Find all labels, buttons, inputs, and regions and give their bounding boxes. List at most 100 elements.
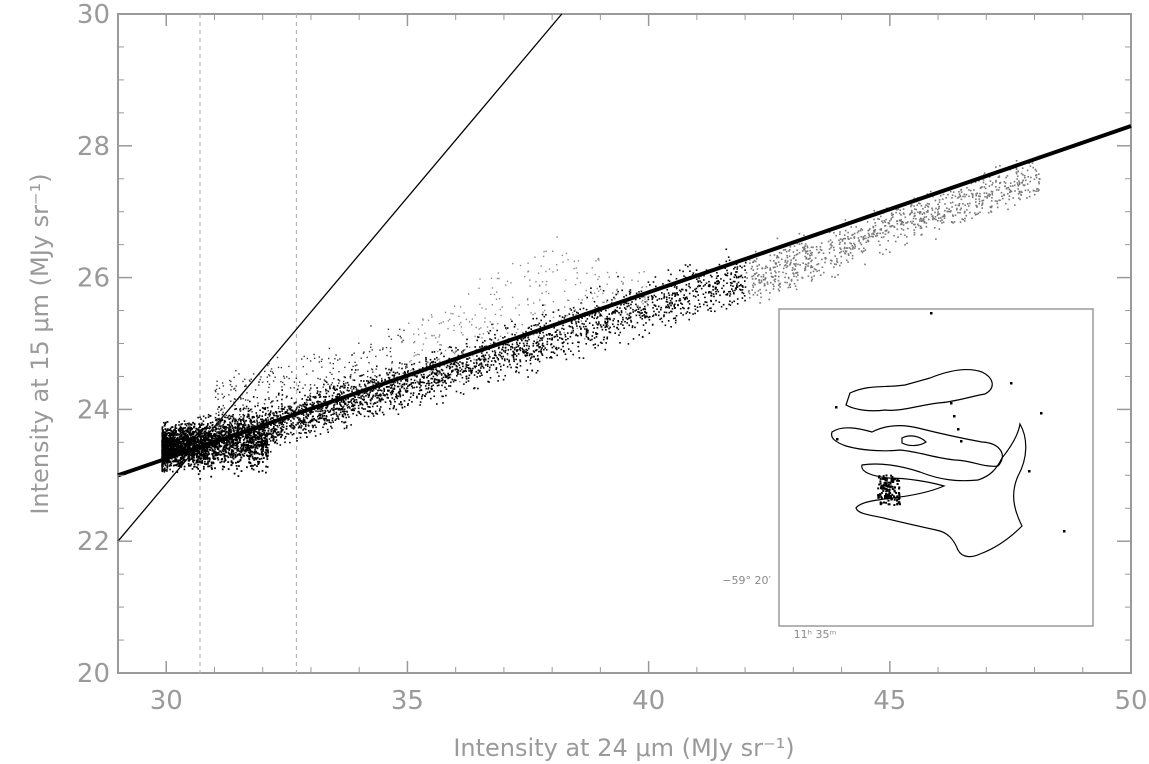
scatter-point	[167, 428, 169, 430]
scatter-point	[257, 432, 259, 435]
scatter-point	[480, 352, 483, 354]
scatter-point	[529, 353, 531, 355]
scatter-point	[976, 192, 978, 195]
scatter-point	[543, 348, 545, 351]
scatter-point	[303, 427, 306, 430]
scatter-point	[558, 315, 561, 317]
scatter-point	[639, 306, 641, 309]
scatter-point	[304, 406, 306, 408]
scatter-point	[249, 455, 251, 458]
scatter-point	[927, 209, 929, 212]
scatter-point	[722, 284, 725, 287]
scatter-point	[516, 363, 519, 365]
scatter-point	[309, 419, 312, 422]
scatter-point	[210, 444, 213, 447]
scatter-point	[175, 449, 177, 451]
scatter-point	[847, 236, 849, 238]
scatter-point	[300, 427, 302, 429]
scatter-point	[714, 282, 716, 285]
scatter-point	[499, 354, 502, 357]
scatter-point	[741, 266, 743, 269]
scatter-point	[416, 376, 418, 378]
scatter-point	[533, 355, 535, 358]
scatter-point	[214, 443, 217, 445]
scatter-point	[399, 395, 402, 398]
scatter-point	[525, 360, 527, 362]
scatter-point	[301, 398, 303, 400]
scatter-point	[884, 233, 887, 235]
scatter-point	[720, 305, 723, 308]
scatter-point	[378, 409, 381, 412]
scatter-point	[820, 242, 823, 244]
scatter-point	[319, 413, 322, 416]
scatter-point	[811, 259, 813, 262]
scatter-point	[597, 323, 599, 326]
scatter-point	[224, 420, 227, 423]
scatter-point	[447, 372, 449, 375]
scatter-point	[862, 238, 864, 241]
scatter-point	[310, 430, 312, 432]
scatter-point	[926, 193, 929, 195]
scatter-point	[752, 284, 754, 287]
scatter-point	[632, 338, 635, 340]
scatter-point	[419, 404, 421, 406]
scatter-point	[572, 306, 575, 309]
scatter-point	[616, 326, 618, 329]
scatter-point	[280, 431, 282, 433]
scatter-point	[219, 421, 222, 423]
scatter-point	[273, 414, 275, 417]
scatter-point	[434, 378, 436, 380]
scatter-point	[911, 222, 913, 224]
scatter-point	[264, 414, 267, 416]
scatter-point	[441, 369, 444, 372]
scatter-point	[997, 189, 1000, 191]
scatter-point	[261, 415, 263, 417]
scatter-point	[346, 406, 349, 409]
scatter-point	[504, 346, 507, 349]
scatter-point	[479, 369, 481, 372]
scatter-point	[942, 221, 945, 224]
scatter-point	[319, 416, 321, 419]
scatter-point	[847, 261, 849, 263]
scatter-point	[537, 336, 540, 339]
scatter-point	[819, 248, 822, 251]
scatter-point	[305, 416, 308, 419]
scatter-point	[169, 442, 172, 445]
scatter-point	[537, 341, 539, 343]
scatter-point	[675, 277, 678, 280]
scatter-point	[431, 361, 433, 363]
scatter-point	[364, 408, 366, 410]
scatter-point	[252, 440, 254, 442]
scatter-point	[981, 204, 983, 206]
scatter-point	[951, 206, 953, 208]
scatter-point	[302, 403, 305, 406]
scatter-point	[620, 310, 623, 312]
scatter-point	[465, 378, 468, 380]
scatter-point	[582, 307, 585, 310]
scatter-point	[556, 354, 558, 357]
scatter-point	[494, 351, 497, 354]
scatter-point	[1020, 194, 1023, 196]
scatter-point	[844, 252, 847, 255]
scatter-point	[585, 335, 588, 338]
scatter-point	[569, 335, 572, 338]
scatter-point	[828, 231, 831, 234]
scatter-point	[372, 413, 374, 415]
scatter-point	[663, 295, 666, 297]
scatter-point	[933, 218, 936, 220]
scatter-point	[1012, 185, 1014, 187]
scatter-point	[466, 361, 468, 363]
scatter-point	[308, 411, 311, 413]
scatter-point	[281, 425, 283, 428]
scatter-point	[334, 419, 337, 421]
scatter-point	[526, 342, 528, 345]
scatter-point	[575, 334, 577, 337]
scatter-point	[339, 409, 342, 411]
scatter-point	[277, 431, 279, 433]
scatter-point	[983, 192, 986, 194]
scatter-point	[242, 445, 245, 447]
scatter-point	[410, 383, 412, 386]
scatter-point	[325, 406, 327, 409]
scatter-point	[208, 439, 210, 441]
scatter-point	[346, 404, 348, 407]
